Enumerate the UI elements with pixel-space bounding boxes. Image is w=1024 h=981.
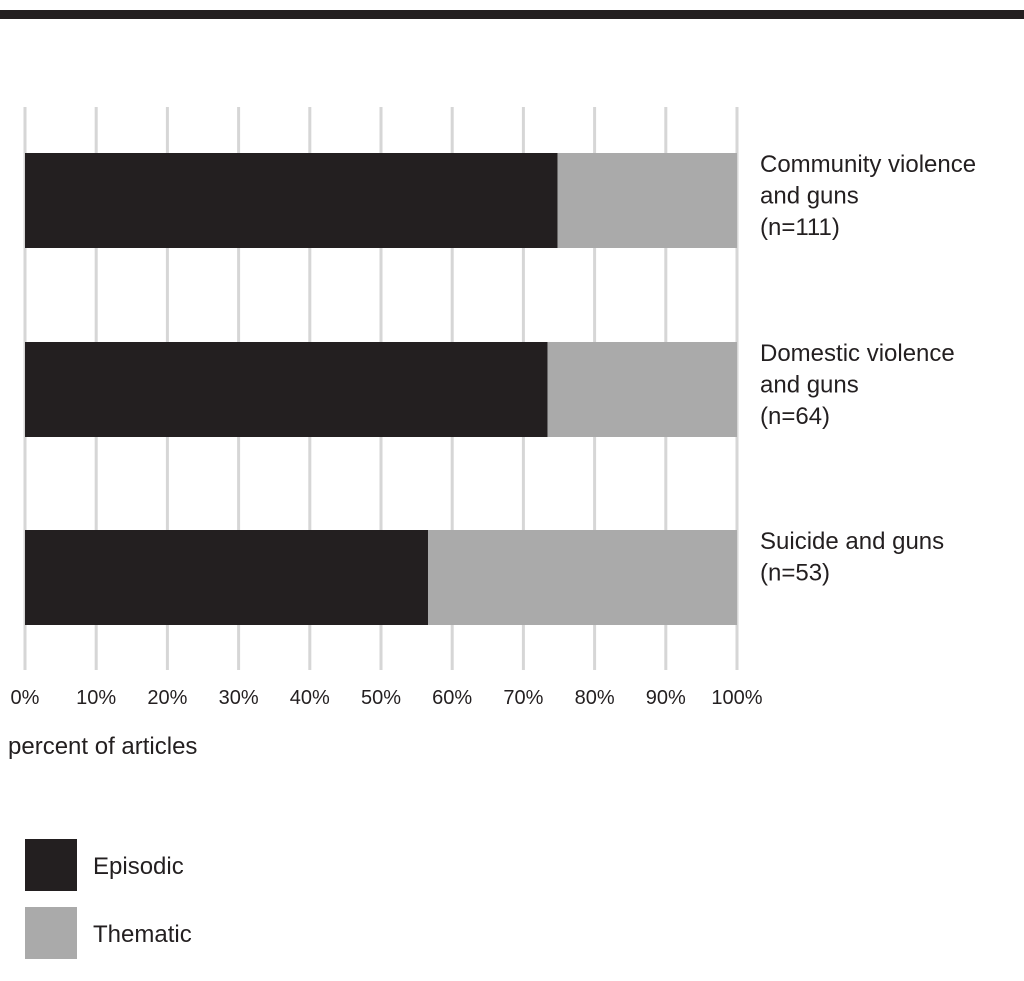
x-tick-label: 70% bbox=[503, 687, 543, 709]
category-label-line: and guns bbox=[760, 372, 859, 399]
category-label-line: and guns bbox=[760, 183, 859, 210]
x-tick-label: 20% bbox=[147, 687, 187, 709]
bar-thematic-1 bbox=[557, 153, 737, 248]
category-label-line: Suicide and guns bbox=[760, 528, 944, 555]
category-label-line: (n=53) bbox=[760, 560, 830, 587]
bar-episodic-3 bbox=[25, 530, 428, 625]
x-tick-labels: 0% 10% 20% 30% 40% 50% 60% 70% 80% 90% 100% bbox=[11, 687, 763, 709]
bar-thematic-2 bbox=[547, 342, 737, 437]
legend-swatch-thematic bbox=[25, 907, 77, 959]
legend-swatch-episodic bbox=[25, 839, 77, 891]
category-labels: Community violence and guns (n=111) Domesti… bbox=[760, 151, 976, 587]
x-tick-label: 30% bbox=[219, 687, 259, 709]
category-label-line: (n=111) bbox=[760, 214, 840, 241]
legend-label-thematic: Thematic bbox=[93, 921, 192, 948]
bar-episodic-2 bbox=[25, 342, 548, 437]
bar-episodic-1 bbox=[25, 153, 558, 248]
legend: Episodic Thematic bbox=[25, 839, 192, 959]
category-label: Suicide and guns (n=53) bbox=[760, 528, 944, 587]
bar-thematic-3 bbox=[427, 530, 737, 625]
top-rule bbox=[0, 10, 1024, 19]
legend-label-episodic: Episodic bbox=[93, 853, 184, 880]
x-tick-label: 0% bbox=[11, 687, 40, 709]
x-tick-label: 50% bbox=[361, 687, 401, 709]
category-label: Community violence and guns (n=111) bbox=[760, 151, 976, 241]
x-axis-title: percent of articles bbox=[8, 733, 197, 760]
category-label-line: Community violence bbox=[760, 151, 976, 178]
category-label-line: Domestic violence bbox=[760, 340, 955, 367]
x-tick-label: 40% bbox=[290, 687, 330, 709]
category-label: Domestic violence and guns (n=64) bbox=[760, 340, 955, 430]
x-tick-label: 10% bbox=[76, 687, 116, 709]
category-label-line: (n=64) bbox=[760, 403, 830, 430]
x-tick-label: 90% bbox=[646, 687, 686, 709]
bars bbox=[25, 153, 737, 625]
x-tick-label: 100% bbox=[711, 687, 762, 709]
x-tick-label: 80% bbox=[575, 687, 615, 709]
x-tick-label: 60% bbox=[432, 687, 472, 709]
